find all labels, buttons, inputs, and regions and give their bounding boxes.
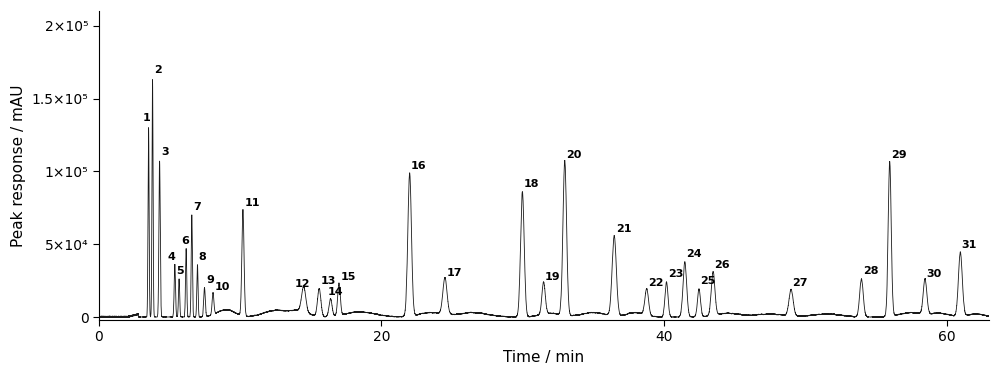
Text: 16: 16 [411, 161, 427, 171]
Text: 30: 30 [926, 269, 942, 279]
Text: 5: 5 [176, 266, 184, 276]
Text: 12: 12 [295, 279, 310, 289]
Text: 14: 14 [328, 287, 343, 297]
Text: 26: 26 [715, 261, 730, 270]
X-axis label: Time / min: Time / min [503, 350, 584, 365]
Text: 17: 17 [446, 268, 462, 277]
Text: 15: 15 [340, 272, 356, 282]
Text: 3: 3 [161, 147, 169, 157]
Text: 18: 18 [524, 179, 539, 189]
Y-axis label: Peak response / mAU: Peak response / mAU [11, 84, 26, 247]
Text: 21: 21 [616, 224, 631, 234]
Text: 27: 27 [793, 278, 808, 288]
Text: 1: 1 [142, 113, 150, 123]
Text: 13: 13 [321, 276, 336, 287]
Text: 2: 2 [154, 65, 162, 75]
Text: 23: 23 [668, 269, 683, 279]
Text: 6: 6 [181, 236, 189, 246]
Text: 31: 31 [962, 240, 977, 250]
Text: 7: 7 [193, 202, 201, 212]
Text: 10: 10 [214, 282, 230, 292]
Text: 11: 11 [244, 198, 260, 208]
Text: 22: 22 [648, 278, 664, 288]
Text: 19: 19 [545, 272, 561, 282]
Text: 9: 9 [206, 275, 214, 285]
Text: 28: 28 [863, 266, 878, 276]
Text: 29: 29 [891, 150, 907, 160]
Text: 20: 20 [566, 150, 582, 160]
Text: 25: 25 [700, 276, 716, 287]
Text: 8: 8 [199, 252, 207, 262]
Text: 4: 4 [168, 252, 176, 262]
Text: 24: 24 [686, 249, 702, 259]
